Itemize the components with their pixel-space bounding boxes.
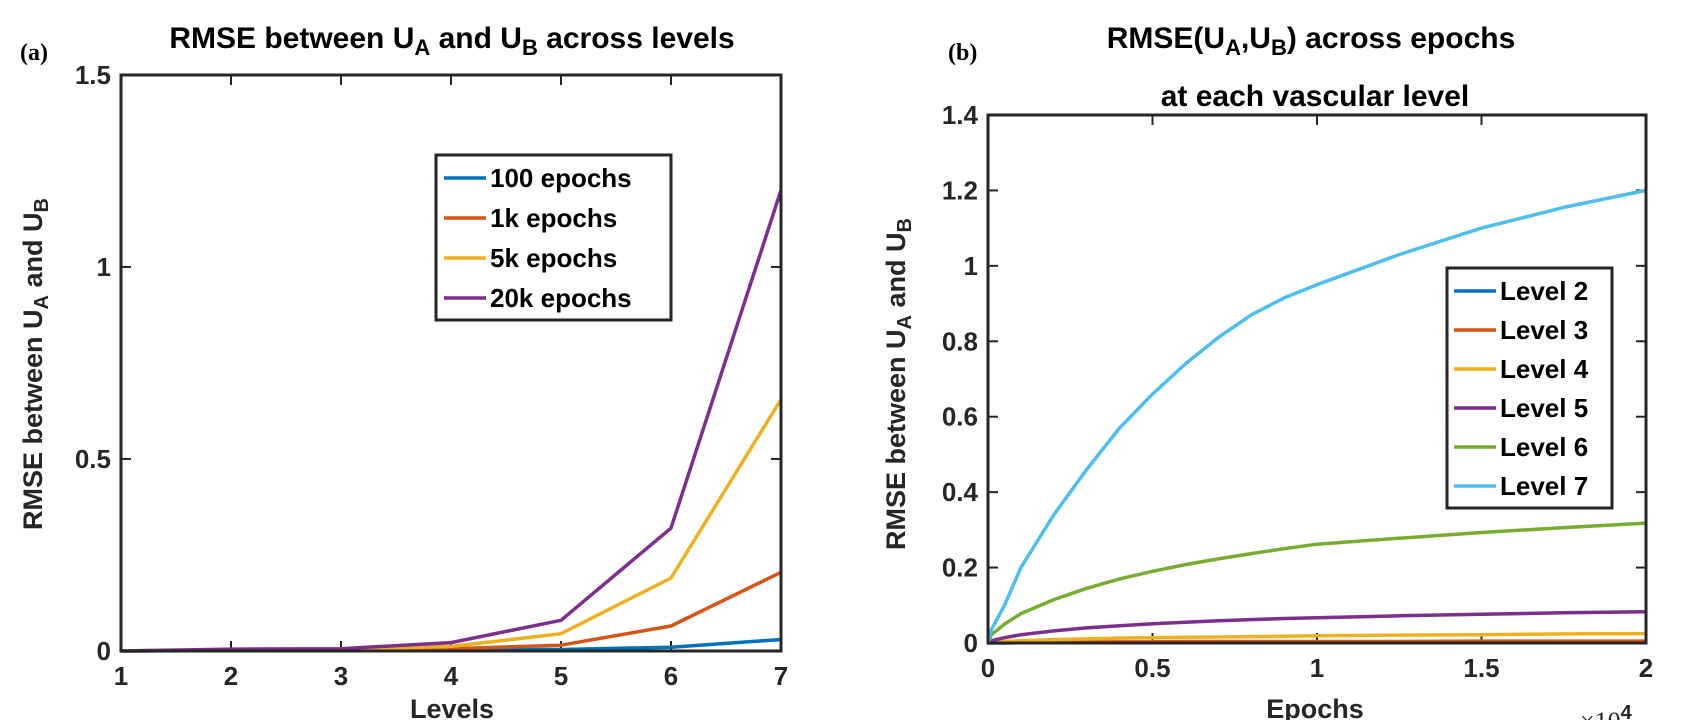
- b-ytick-label: 1.2: [942, 175, 978, 205]
- series-line-20k-epochs: [120, 189, 783, 653]
- b-ytick-label: 0.6: [942, 402, 978, 432]
- panel-b-x-exponent: ×104: [1580, 702, 1633, 720]
- a-ytick-label: 1.5: [75, 60, 111, 90]
- b-ytick-label: 1: [964, 251, 978, 281]
- legend-label: Level 4: [1500, 354, 1589, 384]
- a-xtick-label: 4: [444, 661, 459, 691]
- panel-a-xlabel: Levels: [410, 694, 494, 720]
- panel-b-xlabel: Epochs: [1266, 694, 1364, 720]
- a-ytick-label: 0: [97, 636, 111, 666]
- legend-label: 100 epochs: [490, 163, 632, 193]
- a-xtick-label: 5: [554, 661, 568, 691]
- panel-a-ylabel: RMSE between UA and UB: [18, 198, 53, 530]
- series-line-level-5: [986, 609, 1647, 645]
- series-line-level-7: [986, 188, 1647, 644]
- panel-b-ylabel: RMSE between UA and UB: [881, 218, 916, 550]
- panel-a-title: RMSE between UA and UB across levels: [169, 22, 734, 60]
- a-xtick-label: 1: [114, 661, 128, 691]
- b-xtick-label: 1: [1310, 653, 1324, 683]
- panel-a-legend: 100 epochs 1k epochs 5k epochs 20k epochs: [434, 153, 673, 322]
- a-ytick-label: 0.5: [75, 444, 111, 474]
- b-xtick-label: 1.5: [1463, 653, 1499, 683]
- b-xtick-label: 0: [981, 653, 995, 683]
- series-line-level-6: [986, 521, 1647, 644]
- panel-b-legend: Level 2 Level 3 Level 4 Level 5 Level 6 Level…: [1445, 266, 1614, 510]
- b-xtick-label: 2: [1639, 653, 1653, 683]
- panel-a-legend-box: [434, 153, 673, 322]
- panel-b-tag: (b): [948, 40, 977, 66]
- b-ytick-label: 0: [964, 628, 978, 658]
- panel-a-axes-box: [119, 73, 783, 653]
- a-xtick-label: 6: [664, 661, 678, 691]
- a-xtick-label: 7: [774, 661, 788, 691]
- b-ytick-label: 1.4: [942, 100, 979, 130]
- b-xtick-label: 0.5: [1134, 653, 1170, 683]
- legend-label: Level 5: [1500, 393, 1588, 423]
- panel-b-axes-box: [986, 113, 1648, 645]
- a-ytick-label: 1: [97, 252, 111, 282]
- legend-label: Level 6: [1500, 432, 1588, 462]
- panel-b-legend-box: [1445, 266, 1614, 510]
- series-line-level-4: [987, 631, 1647, 645]
- legend-label: Level 7: [1500, 471, 1588, 501]
- legend-label: 5k epochs: [490, 243, 617, 273]
- legend-label: Level 3: [1500, 315, 1588, 345]
- legend-label: Level 2: [1500, 276, 1588, 306]
- legend-label: 20k epochs: [490, 283, 632, 313]
- legend-label: 1k epochs: [490, 203, 617, 233]
- panel-b-title-line2: at each vascular level: [1161, 80, 1470, 113]
- b-ytick-label: 0.2: [942, 553, 978, 583]
- a-xtick-label: 3: [334, 661, 348, 691]
- panel-a: (a) RMSE between UA and UB across levels…: [18, 22, 788, 720]
- panel-b: (b) RMSE(UA,UB) across epochs at each va…: [881, 22, 1653, 720]
- a-xtick-label: 2: [224, 661, 238, 691]
- series-line-1k-epochs: [120, 570, 782, 653]
- panel-b-title-line1: RMSE(UA,UB) across epochs: [1107, 22, 1516, 60]
- series-line-5k-epochs: [120, 398, 783, 653]
- b-ytick-label: 0.8: [942, 326, 978, 356]
- b-ytick-label: 0.4: [942, 477, 979, 507]
- panel-a-tag: (a): [20, 40, 48, 66]
